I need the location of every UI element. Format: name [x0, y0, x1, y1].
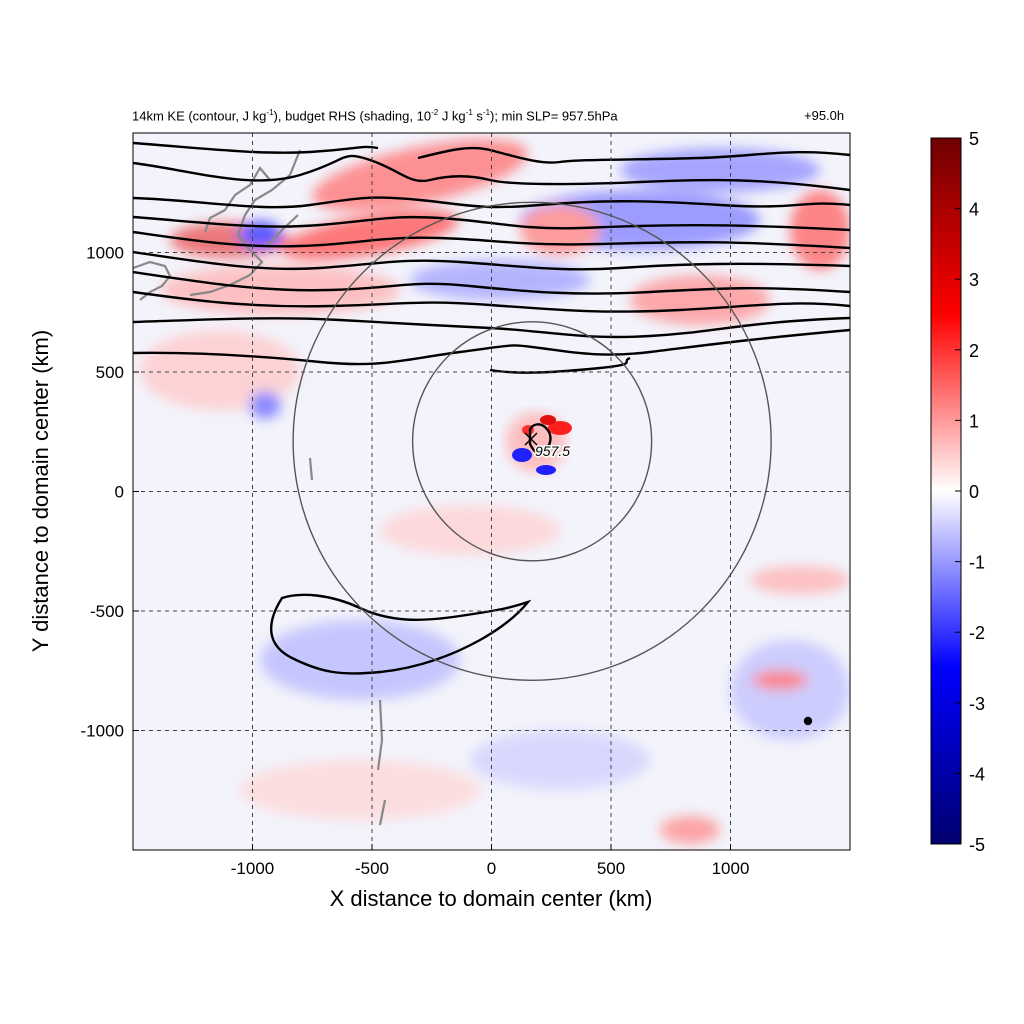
colorbar-tick-label: 4 — [969, 200, 979, 220]
y-axis-label: Y distance to domain center (km) — [28, 330, 53, 652]
ke-contours — [133, 141, 850, 726]
y-tick-label: 1000 — [86, 244, 124, 263]
colorbar-tick-label: 1 — [969, 411, 979, 431]
colorbar-tick-label: 2 — [969, 341, 979, 361]
x-tick-label: 0 — [487, 859, 496, 878]
colorbar-tick-label: 5 — [969, 129, 979, 149]
colorbar: 5 4 3 2 1 0 -1 -2 -3 -4 -5 — [930, 129, 985, 855]
colorbar-tick-label: -3 — [969, 694, 985, 714]
y-tick-label: -500 — [90, 602, 124, 621]
x-tick-label: -1000 — [231, 859, 274, 878]
colorbar-ticks: 5 4 3 2 1 0 -1 -2 -3 -4 -5 — [955, 129, 985, 855]
x-axis-label: X distance to domain center (km) — [330, 886, 653, 911]
x-axis: -1000 -500 0 500 1000 — [231, 844, 750, 878]
x-tick-label: 500 — [597, 859, 625, 878]
storm-core-shading — [506, 412, 572, 475]
colorbar-tick-label: 3 — [969, 270, 979, 290]
storm-center-marker — [524, 432, 538, 446]
y-tick-label: 0 — [115, 483, 124, 502]
colorbar-tick-label: -5 — [969, 835, 985, 855]
x-tick-label: -500 — [355, 859, 389, 878]
shading-field: 957.5 — [133, 133, 850, 850]
y-tick-label: -1000 — [81, 722, 124, 741]
range-ring-inner — [411, 321, 653, 562]
colorbar-tick-label: -4 — [969, 764, 985, 784]
x-tick-label: 1000 — [712, 859, 750, 878]
range-rings — [292, 201, 772, 682]
range-ring-outer — [292, 201, 772, 682]
colorbar-tick-label: -2 — [969, 623, 985, 643]
colorbar-tick-label: 0 — [969, 482, 979, 502]
min-slp-label: 957.5 — [535, 443, 570, 459]
y-tick-label: 500 — [96, 363, 124, 382]
forecast-hour-label: +95.0h — [804, 108, 845, 123]
colorbar-tick-label: -1 — [969, 553, 985, 573]
y-axis: -1000 -500 0 500 1000 — [81, 244, 139, 741]
chart-title: 14km KE (contour, J kg-1), budget RHS (s… — [132, 108, 618, 124]
